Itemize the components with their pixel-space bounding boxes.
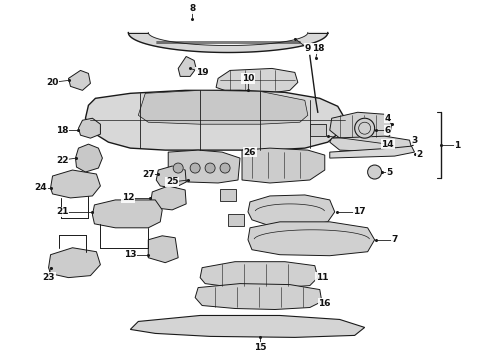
Polygon shape — [178, 57, 196, 76]
Polygon shape — [85, 90, 345, 150]
Text: 7: 7 — [392, 235, 398, 244]
Polygon shape — [69, 71, 91, 90]
Text: 8: 8 — [189, 4, 196, 13]
Text: 3: 3 — [412, 136, 417, 145]
Polygon shape — [156, 166, 186, 188]
Text: 14: 14 — [381, 140, 394, 149]
Circle shape — [220, 163, 230, 173]
Circle shape — [190, 163, 200, 173]
Polygon shape — [330, 112, 392, 140]
Text: 22: 22 — [56, 156, 69, 165]
Polygon shape — [216, 68, 298, 93]
Polygon shape — [93, 200, 162, 228]
Polygon shape — [78, 118, 100, 138]
FancyBboxPatch shape — [228, 214, 244, 226]
Text: 17: 17 — [353, 207, 366, 216]
Circle shape — [173, 163, 183, 173]
Circle shape — [205, 163, 215, 173]
Polygon shape — [130, 315, 365, 337]
Circle shape — [355, 118, 375, 138]
Polygon shape — [248, 195, 335, 226]
Polygon shape — [248, 222, 375, 256]
Polygon shape — [242, 148, 325, 183]
Text: 15: 15 — [254, 343, 266, 352]
Text: 26: 26 — [244, 148, 256, 157]
Polygon shape — [75, 144, 102, 172]
Polygon shape — [50, 170, 100, 198]
Polygon shape — [330, 136, 412, 152]
Text: 23: 23 — [42, 273, 55, 282]
Polygon shape — [49, 248, 100, 278]
Text: 20: 20 — [47, 78, 59, 87]
Text: 12: 12 — [122, 193, 135, 202]
Polygon shape — [148, 236, 178, 263]
Text: 1: 1 — [454, 141, 461, 150]
Text: 9: 9 — [305, 44, 311, 53]
Text: 13: 13 — [124, 250, 137, 259]
FancyBboxPatch shape — [310, 124, 326, 136]
Text: 24: 24 — [34, 184, 47, 193]
FancyBboxPatch shape — [220, 189, 236, 201]
Text: 18: 18 — [312, 44, 324, 53]
Text: 2: 2 — [416, 150, 423, 159]
Circle shape — [368, 165, 382, 179]
Text: 11: 11 — [316, 273, 328, 282]
Text: 27: 27 — [142, 170, 154, 179]
Polygon shape — [128, 32, 328, 53]
Text: 21: 21 — [56, 207, 69, 216]
Polygon shape — [150, 186, 186, 210]
Polygon shape — [168, 150, 240, 183]
Text: 5: 5 — [387, 167, 392, 176]
Polygon shape — [195, 284, 322, 310]
Text: 4: 4 — [385, 114, 391, 123]
Text: 16: 16 — [318, 299, 331, 308]
Text: 18: 18 — [56, 126, 69, 135]
Text: 10: 10 — [242, 74, 254, 83]
Polygon shape — [330, 146, 415, 158]
Text: 25: 25 — [166, 177, 178, 186]
Text: 19: 19 — [196, 68, 208, 77]
Polygon shape — [138, 90, 308, 124]
Text: 6: 6 — [385, 126, 391, 135]
Polygon shape — [200, 262, 318, 288]
